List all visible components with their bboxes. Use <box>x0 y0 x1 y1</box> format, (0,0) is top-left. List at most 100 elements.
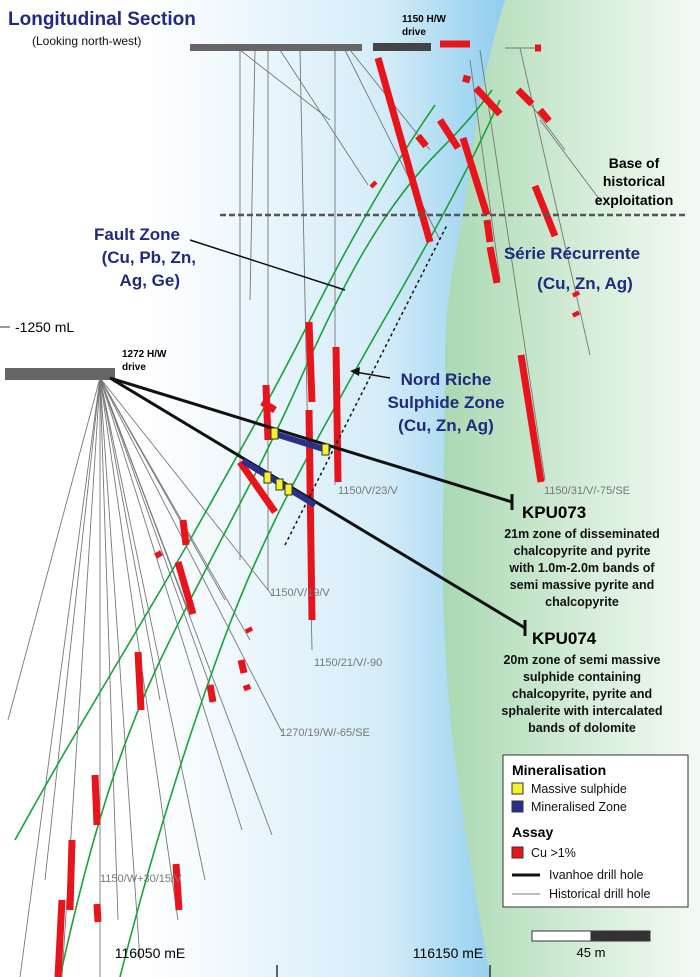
hole-name: KPU074 <box>532 629 597 648</box>
assay-bar <box>237 659 248 674</box>
assay-bar <box>462 74 471 84</box>
historical-hole <box>279 49 369 186</box>
historical-hole <box>99 377 243 831</box>
assay-bar <box>415 133 429 149</box>
legend-entry: Ivanhoe drill hole <box>549 868 644 882</box>
description-line: 20m zone of semi massive <box>503 653 660 667</box>
historical-hole <box>239 49 331 121</box>
historical-hole <box>99 377 283 733</box>
arrow-head <box>350 367 360 376</box>
assay-bar <box>134 651 145 711</box>
serie-label: Série Récurrente <box>504 244 640 263</box>
assay-bar <box>260 399 277 413</box>
assay-bar <box>93 903 102 923</box>
assay-bar <box>515 87 535 107</box>
historical-hole <box>99 377 141 961</box>
legend-entry: Massive sulphide <box>531 782 627 796</box>
historical-hole <box>249 49 256 301</box>
massive-sulphide <box>275 478 284 491</box>
drive-1272 <box>5 368 115 380</box>
assay-bar <box>179 519 190 546</box>
assay-bar <box>305 321 316 403</box>
legend <box>511 782 524 795</box>
easting-label: 116050 mE <box>115 945 186 961</box>
legend-entry: Mineralised Zone <box>531 800 627 814</box>
serie-label: (Cu, Zn, Ag) <box>537 274 633 293</box>
fault-pointer <box>189 239 346 291</box>
base-label: Base of <box>609 155 660 171</box>
assay-bar <box>174 561 197 615</box>
historical-hole <box>344 49 441 241</box>
assay-bar <box>54 899 66 977</box>
hole-label: 1150/31/V/-75/SE <box>544 485 630 497</box>
drive-label: drive <box>122 362 146 373</box>
assay-bar <box>91 774 101 826</box>
hole-label: 1150/V/19/V <box>270 587 330 599</box>
historical-hole <box>99 377 273 596</box>
massive-sulphide <box>263 427 330 496</box>
hole-description: 21m zone of disseminated chalcopyrite and… <box>504 527 660 609</box>
base-label: exploitation <box>595 192 674 208</box>
fault-label: Fault Zone <box>94 225 180 244</box>
fault-line <box>59 89 493 977</box>
description-line: with 1.0m-2.0m bands of <box>508 561 655 575</box>
drive-1150 <box>190 44 362 51</box>
assay-bar <box>206 684 217 703</box>
scale-label: 45 m <box>577 945 606 960</box>
historical-hole <box>99 377 206 881</box>
hole-label: 1150/V/23/V <box>338 485 398 497</box>
assay-bar <box>262 384 272 441</box>
assay-bar <box>244 626 254 634</box>
subtitle: (Looking north-west) <box>32 34 141 48</box>
historical-hole <box>539 119 601 201</box>
base-label: historical <box>603 173 665 189</box>
assay-bar <box>374 57 434 243</box>
assay-bars <box>54 40 581 977</box>
massive-sulphide <box>284 483 293 496</box>
historical-hole <box>19 377 101 977</box>
historical-hole <box>99 377 119 921</box>
legend-entry: Historical drill hole <box>549 887 650 901</box>
assay-bar <box>571 290 581 298</box>
historical-hole <box>99 377 179 921</box>
serie-zone <box>442 0 700 977</box>
legend-heading: Assay <box>512 824 553 840</box>
legend-heading: Mineralisation <box>512 762 606 778</box>
legend <box>511 800 524 813</box>
description-line: chalcopyrite <box>545 595 619 609</box>
assay-bar <box>153 550 164 559</box>
assay-bar <box>242 683 252 692</box>
fault-line <box>14 104 436 841</box>
legend <box>502 754 689 908</box>
assay-bar <box>571 310 581 318</box>
hole-name: KPU073 <box>522 503 586 522</box>
hole-label: 1150/21/V/-90 <box>314 657 382 669</box>
historical-hole <box>44 377 101 881</box>
historical-hole <box>99 377 189 611</box>
assay-bar <box>172 863 183 911</box>
drive-label: drive <box>402 27 426 38</box>
fault-line <box>119 99 501 977</box>
assay-bar <box>531 184 559 238</box>
assay-bar <box>437 118 461 150</box>
hole-description: 20m zone of semi massive sulphide contain… <box>501 653 662 735</box>
assay-bar <box>483 219 494 243</box>
assay-bar <box>473 85 503 117</box>
fault-label: Ag, Ge) <box>120 271 180 290</box>
historical-hole <box>7 377 101 721</box>
massive-sulphide <box>321 443 330 456</box>
description-line: bands of dolomite <box>528 721 636 735</box>
assay-bar <box>517 354 545 483</box>
assay-bar <box>332 346 342 483</box>
scale-bar <box>590 930 651 942</box>
drive-label: 1272 H/W <box>122 349 167 360</box>
description-line: semi massive pyrite and <box>510 578 655 592</box>
legend: Mineralisation Massive sulphide Minerali… <box>502 754 689 908</box>
assay-bar <box>459 136 491 217</box>
mineralised-zone <box>271 430 331 454</box>
fault-label: (Cu, Pb, Zn, <box>102 248 196 267</box>
ivanhoe-holes <box>109 376 513 504</box>
historical-hole <box>99 377 161 701</box>
historical-hole <box>99 377 216 701</box>
